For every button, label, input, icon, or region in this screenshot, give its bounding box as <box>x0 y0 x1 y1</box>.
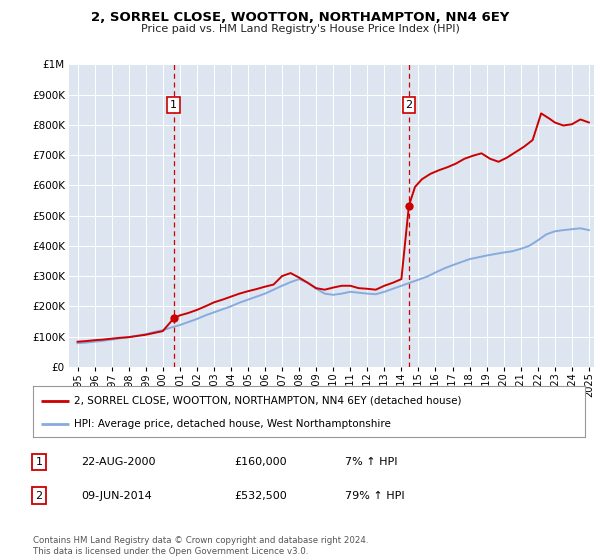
Text: Price paid vs. HM Land Registry's House Price Index (HPI): Price paid vs. HM Land Registry's House … <box>140 24 460 34</box>
Text: 7% ↑ HPI: 7% ↑ HPI <box>345 457 398 467</box>
Text: 2: 2 <box>35 491 43 501</box>
Text: Contains HM Land Registry data © Crown copyright and database right 2024.
This d: Contains HM Land Registry data © Crown c… <box>33 536 368 556</box>
Text: £160,000: £160,000 <box>234 457 287 467</box>
Text: 22-AUG-2000: 22-AUG-2000 <box>81 457 155 467</box>
Text: £532,500: £532,500 <box>234 491 287 501</box>
Text: 1: 1 <box>170 100 177 110</box>
Text: 2: 2 <box>406 100 412 110</box>
Text: 1: 1 <box>35 457 43 467</box>
Text: 79% ↑ HPI: 79% ↑ HPI <box>345 491 404 501</box>
Text: 2, SORREL CLOSE, WOOTTON, NORTHAMPTON, NN4 6EY (detached house): 2, SORREL CLOSE, WOOTTON, NORTHAMPTON, N… <box>74 395 462 405</box>
Text: 2, SORREL CLOSE, WOOTTON, NORTHAMPTON, NN4 6EY: 2, SORREL CLOSE, WOOTTON, NORTHAMPTON, N… <box>91 11 509 24</box>
Text: 09-JUN-2014: 09-JUN-2014 <box>81 491 152 501</box>
Text: HPI: Average price, detached house, West Northamptonshire: HPI: Average price, detached house, West… <box>74 419 391 429</box>
